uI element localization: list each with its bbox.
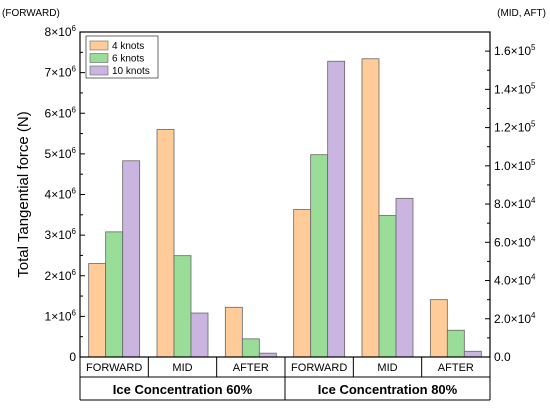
left-tick-label: 0 <box>69 350 76 364</box>
left-tick-label: 8×106 <box>45 24 77 39</box>
right-tick-label-exp: 4 <box>531 196 536 205</box>
left-tick-label: 7×106 <box>45 65 77 80</box>
right-tick-label-exp: 5 <box>531 43 536 52</box>
left-tick-label-exp: 6 <box>72 308 77 317</box>
left-tick-label-exp: 6 <box>72 187 77 196</box>
left-tick-label-base: 3×10 <box>45 228 72 242</box>
plot-frame <box>79 31 491 358</box>
left-tick-label: 5×106 <box>45 146 77 161</box>
bar-4-knots-mid-2 <box>361 58 380 358</box>
left-tick-label-base: 8×10 <box>45 25 72 39</box>
bar-6-knots-forward-1 <box>105 231 124 358</box>
right-tick-label-base: 1.2×10 <box>494 121 531 135</box>
bar-4-knots-mid-1 <box>156 129 175 358</box>
left-tick-label: 4×106 <box>45 187 77 202</box>
legend-label-4-knots: 4 knots <box>112 41 144 52</box>
right-tick-label-base: 6.0×10 <box>494 235 531 249</box>
right-tick-label: 0.0 <box>494 350 511 364</box>
right-tick-label: 8.0×104 <box>494 196 536 211</box>
left-tick-label: 3×106 <box>45 227 77 242</box>
bar-10-knots-forward-2 <box>327 60 346 358</box>
legend-swatch-6-knots <box>89 53 109 63</box>
bar-6-knots-forward-2 <box>310 154 329 358</box>
left-tick-label-exp: 6 <box>72 65 77 74</box>
bar-4-knots-forward-1 <box>88 263 107 358</box>
left-tick-label-exp: 6 <box>72 146 77 155</box>
left-tick-label-exp: 6 <box>72 227 77 236</box>
right-tick-label: 1.0×105 <box>494 158 536 173</box>
right-tick-label: 4.0×104 <box>494 273 536 288</box>
bar-6-knots-mid-1 <box>173 255 192 358</box>
bar-4-knots-forward-2 <box>293 209 312 358</box>
bar-10-knots-mid-2 <box>395 197 414 358</box>
left-tick-label-base: 2×10 <box>45 269 72 283</box>
right-tick-label-exp: 4 <box>531 234 536 243</box>
bar-6-knots-after-2 <box>446 329 465 358</box>
bar-6-knots-mid-2 <box>378 215 397 358</box>
right-tick-label: 1.2×105 <box>494 120 536 135</box>
right-tick-label-base: 1.6×10 <box>494 44 531 58</box>
category-label-forward: FORWARD <box>291 362 347 374</box>
bar-4-knots-after-1 <box>224 306 243 358</box>
right-tick-label-base: 8.0×10 <box>494 197 531 211</box>
category-label-after: AFTER <box>438 362 474 374</box>
group-label-1: Ice Concentration 60% <box>113 382 253 397</box>
legend-label-10-knots: 10 knots <box>112 66 150 77</box>
category-label-forward: FORWARD <box>86 362 142 374</box>
right-tick-label-base: 1.0×10 <box>494 159 531 173</box>
left-tick-label-base: 6×10 <box>45 106 72 120</box>
left-tick-label-base: 7×10 <box>45 66 72 80</box>
right-tick-label: 2.0×104 <box>494 311 536 326</box>
right-tick-label-exp: 5 <box>531 81 536 90</box>
right-tick-label-base: 1.4×10 <box>494 82 531 96</box>
left-tick-label-exp: 6 <box>72 24 77 33</box>
bar-10-knots-mid-1 <box>190 312 209 358</box>
right-axis-tag: (MID, AFT) <box>497 8 546 19</box>
right-tick-label-exp: 4 <box>531 273 536 282</box>
left-tick-label: 6×106 <box>45 105 77 120</box>
left-tick-label-base: 1×10 <box>45 309 72 323</box>
right-tick-label-exp: 5 <box>531 120 536 129</box>
category-label-after: AFTER <box>233 362 269 374</box>
category-label-mid: MID <box>377 362 397 374</box>
right-tick-label: 1.6×105 <box>494 43 536 58</box>
right-tick-label-base: 2.0×10 <box>494 312 531 326</box>
left-tick-label: 2×106 <box>45 268 77 283</box>
category-label-mid: MID <box>172 362 192 374</box>
group-label-2: Ice Concentration 80% <box>318 382 458 397</box>
legend-label-6-knots: 6 knots <box>112 54 144 65</box>
bar-4-knots-after-2 <box>429 299 448 358</box>
left-tick-label-base: 5×10 <box>45 147 72 161</box>
legend-swatch-10-knots <box>89 65 109 76</box>
bar-10-knots-after-2 <box>463 350 482 358</box>
left-tick-label-base: 0 <box>69 350 76 364</box>
left-axis-tag: (FORWARD) <box>2 8 60 19</box>
right-tick-label-base: 0.0 <box>494 350 511 364</box>
left-tick-label-exp: 6 <box>72 105 77 114</box>
right-tick-label: 6.0×104 <box>494 234 536 249</box>
bar-6-knots-after-1 <box>241 338 260 358</box>
right-tick-label-base: 4.0×10 <box>494 274 531 288</box>
left-tick-label-exp: 6 <box>72 268 77 277</box>
right-tick-label-exp: 4 <box>531 311 536 320</box>
bar-10-knots-forward-1 <box>122 160 141 358</box>
left-tick-label-base: 4×10 <box>45 188 72 202</box>
y-axis-title: Total Tangential force (N) <box>15 111 32 277</box>
right-tick-label: 1.4×105 <box>494 81 536 96</box>
left-tick-label: 1×106 <box>45 308 77 323</box>
right-tick-label-exp: 5 <box>531 158 536 167</box>
legend-swatch-4-knots <box>89 40 109 51</box>
